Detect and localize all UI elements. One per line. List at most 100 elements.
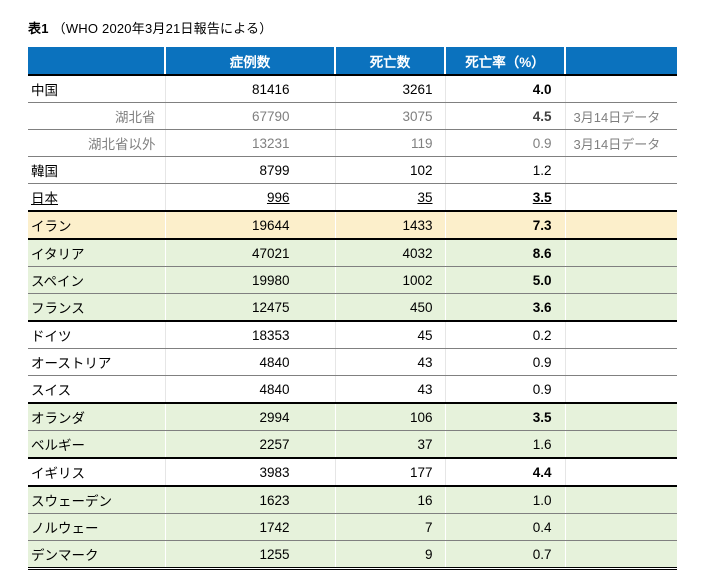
country-cell: オーストリア xyxy=(28,348,166,376)
cases-cell: 1742 xyxy=(165,513,336,541)
country-cell: 日本 xyxy=(28,183,166,212)
note-cell xyxy=(565,486,677,514)
table-row: 中国 81416 3261 4.0 xyxy=(28,75,677,103)
country-cell: オランダ xyxy=(28,403,166,431)
country-cell: イラン xyxy=(28,211,166,240)
table-row: イラン 19644 1433 7.3 xyxy=(28,211,677,240)
note-cell xyxy=(565,183,677,212)
rate-cell: 3.5 xyxy=(445,403,566,431)
table-title: 表1 （WHO 2020年3月21日報告による） xyxy=(28,18,704,37)
rate-cell: 8.6 xyxy=(445,239,566,267)
country-cell: 湖北省 xyxy=(28,102,166,130)
country-cell: デンマーク xyxy=(28,540,166,570)
rate-cell: 1.0 xyxy=(445,486,566,514)
table-title-source: （WHO 2020年3月21日報告による） xyxy=(52,21,273,36)
country-cell: フランス xyxy=(28,293,166,322)
cases-cell: 4840 xyxy=(165,375,336,404)
rate-cell: 0.9 xyxy=(445,348,566,376)
deaths-cell: 4032 xyxy=(335,239,446,267)
deaths-cell: 35 xyxy=(335,183,446,212)
table-row: 湖北省以外 13231 119 0.9 3月14日データ xyxy=(28,129,677,157)
deaths-cell: 177 xyxy=(335,458,446,487)
deaths-cell: 1002 xyxy=(335,266,446,294)
deaths-cell: 43 xyxy=(335,375,446,404)
rate-cell: 0.2 xyxy=(445,321,566,349)
deaths-cell: 45 xyxy=(335,321,446,349)
cases-cell: 1255 xyxy=(165,540,336,570)
rate-cell: 4.4 xyxy=(445,458,566,487)
note-cell xyxy=(565,156,677,184)
table-body: 中国 81416 3261 4.0 湖北省 67790 3075 4.5 3月14日データ 湖北省… xyxy=(28,75,677,570)
deaths-cell: 7 xyxy=(335,513,446,541)
deaths-cell: 119 xyxy=(335,129,446,157)
table-row: スペイン 19980 1002 5.0 xyxy=(28,266,677,294)
table-row: ドイツ 18353 45 0.2 xyxy=(28,321,677,349)
header-cell-rate: 死亡率（%） xyxy=(444,47,565,76)
rate-cell: 5.0 xyxy=(445,266,566,294)
rate-cell: 0.9 xyxy=(445,129,566,157)
rate-cell: 0.9 xyxy=(445,375,566,404)
rate-cell: 3.5 xyxy=(445,183,566,212)
note-cell xyxy=(565,458,677,487)
deaths-cell: 450 xyxy=(335,293,446,322)
note-cell xyxy=(565,513,677,541)
rate-cell: 3.6 xyxy=(445,293,566,322)
note-cell xyxy=(565,348,677,376)
note-cell xyxy=(565,239,677,267)
country-cell: ベルギー xyxy=(28,430,166,459)
covid-stats-table: 症例数 死亡数 死亡率（%） 中国 81416 3261 4.0 湖北省 67790 307… xyxy=(28,47,677,570)
country-cell: イタリア xyxy=(28,239,166,267)
country-cell: 湖北省以外 xyxy=(28,129,166,157)
country-cell: 韓国 xyxy=(28,156,166,184)
cases-cell: 19644 xyxy=(165,211,336,240)
deaths-cell: 102 xyxy=(335,156,446,184)
note-cell xyxy=(565,211,677,240)
note-cell xyxy=(565,403,677,431)
rate-cell: 4.5 xyxy=(445,102,566,130)
cases-cell: 8799 xyxy=(165,156,336,184)
table-row: イギリス 3983 177 4.4 xyxy=(28,458,677,487)
cases-cell: 2257 xyxy=(165,430,336,459)
country-cell: 中国 xyxy=(28,75,166,103)
rate-cell: 0.7 xyxy=(445,540,566,570)
table-row: 韓国 8799 102 1.2 xyxy=(28,156,677,184)
deaths-cell: 37 xyxy=(335,430,446,459)
country-cell: スウェーデン xyxy=(28,486,166,514)
cases-cell: 13231 xyxy=(165,129,336,157)
cases-cell: 47021 xyxy=(165,239,336,267)
deaths-cell: 106 xyxy=(335,403,446,431)
note-cell: 3月14日データ xyxy=(565,129,677,157)
table-title-number: 表1 xyxy=(28,21,49,36)
note-cell: 3月14日データ xyxy=(565,102,677,130)
cases-cell: 2994 xyxy=(165,403,336,431)
deaths-cell: 16 xyxy=(335,486,446,514)
note-cell xyxy=(565,266,677,294)
table-row: 湖北省 67790 3075 4.5 3月14日データ xyxy=(28,102,677,130)
table-row: スウェーデン 1623 16 1.0 xyxy=(28,486,677,514)
rate-cell: 0.4 xyxy=(445,513,566,541)
header-cell-deaths: 死亡数 xyxy=(334,47,445,76)
table-row: イタリア 47021 4032 8.6 xyxy=(28,239,677,267)
table-row: ベルギー 2257 37 1.6 xyxy=(28,430,677,459)
table-row: フランス 12475 450 3.6 xyxy=(28,293,677,322)
note-cell xyxy=(565,321,677,349)
header-cell-note xyxy=(564,47,677,76)
table-header: 症例数 死亡数 死亡率（%） xyxy=(28,47,677,76)
note-cell xyxy=(565,293,677,322)
cases-cell: 81416 xyxy=(165,75,336,103)
country-cell: スペイン xyxy=(28,266,166,294)
rate-cell: 1.6 xyxy=(445,430,566,459)
note-cell xyxy=(565,430,677,459)
country-cell: ドイツ xyxy=(28,321,166,349)
cases-cell: 4840 xyxy=(165,348,336,376)
cases-cell: 1623 xyxy=(165,486,336,514)
table-row: ノルウェー 1742 7 0.4 xyxy=(28,513,677,541)
header-cell-cases: 症例数 xyxy=(164,47,335,76)
cases-cell: 3983 xyxy=(165,458,336,487)
cases-cell: 18353 xyxy=(165,321,336,349)
rate-cell: 1.2 xyxy=(445,156,566,184)
cases-cell: 19980 xyxy=(165,266,336,294)
cases-cell: 996 xyxy=(165,183,336,212)
country-cell: スイス xyxy=(28,375,166,404)
